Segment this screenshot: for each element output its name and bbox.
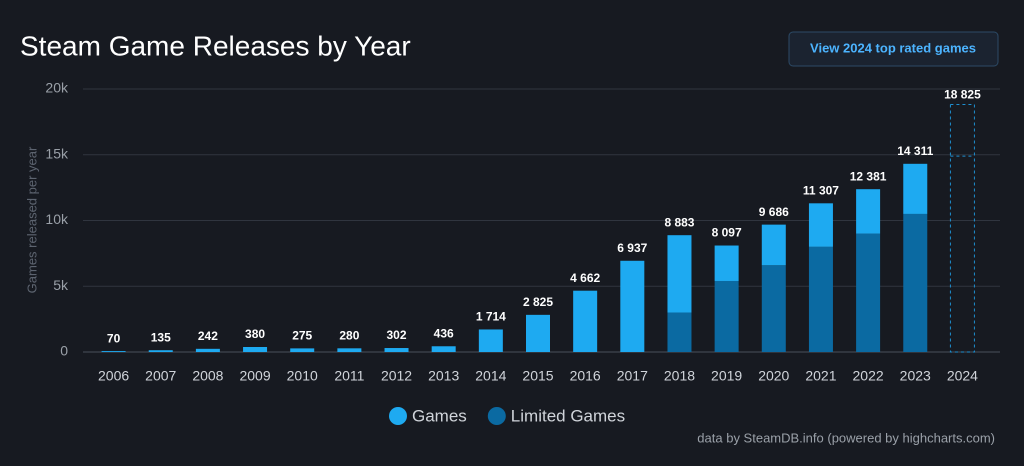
bar-segment: [431, 346, 456, 352]
x-tick-label: 2019: [711, 368, 742, 384]
total-label: 275: [292, 329, 312, 343]
total-label: 12 381: [850, 169, 887, 183]
bar-segment: [667, 312, 692, 352]
total-label: 8 097: [712, 226, 742, 240]
total-label: 242: [198, 329, 218, 343]
bar-segment: [620, 260, 645, 352]
credit: data by SteamDB.info (powered by highcha…: [697, 430, 995, 445]
total-label: 2 825: [523, 295, 553, 309]
bar-segment: [667, 235, 692, 313]
bar-segment: [101, 351, 126, 352]
bar-segment: [856, 233, 881, 352]
total-label: 380: [245, 327, 265, 341]
x-tick-label: 2012: [381, 368, 412, 384]
bar-segment: [856, 189, 881, 234]
bar-segment: [148, 350, 173, 352]
bar-segment: [526, 314, 550, 352]
total-label: 14 311: [897, 144, 933, 158]
bar-segment: [903, 163, 928, 214]
total-label: 1 714: [476, 310, 506, 324]
bar-segment: [761, 224, 786, 266]
total-label: 70: [107, 331, 121, 345]
x-tick-label: 2013: [428, 368, 459, 384]
x-tick-label: 2020: [758, 368, 789, 384]
bar-segment: [808, 246, 833, 352]
x-tick-label: 2017: [617, 368, 648, 384]
forecast-bar: [949, 103, 975, 353]
x-tick-label: 2009: [239, 368, 270, 384]
legend-swatch: [389, 407, 407, 425]
total-label: 280: [339, 328, 359, 342]
y-tick-label: 0: [60, 343, 68, 359]
chart-title: Steam Game Releases by Year: [20, 30, 411, 61]
button[interactable]: [788, 31, 999, 67]
total-label: 11 307: [803, 183, 839, 197]
x-tick-label: 2018: [664, 368, 695, 384]
bar-segment: [384, 348, 409, 352]
bar-segment: [714, 245, 739, 281]
x-tick-label: 2010: [287, 368, 318, 384]
bar-segment: [337, 348, 362, 352]
x-tick-label: 2008: [192, 368, 223, 384]
x-tick-label: 2016: [570, 368, 601, 384]
bar-segment: [714, 280, 739, 352]
x-tick-label: 2023: [900, 368, 931, 384]
bar-segment: [903, 213, 928, 352]
bar-segment: [761, 265, 786, 352]
total-label: 6 937: [617, 241, 647, 255]
x-tick-label: 2011: [334, 368, 364, 384]
x-tick-label: 2015: [522, 368, 553, 384]
forecast-label: 18 825: [944, 88, 981, 102]
y-axis-title: Games released per year: [24, 146, 39, 293]
bar-segment: [195, 348, 220, 352]
total-label: 9 686: [759, 205, 789, 219]
x-tick-label: 2014: [475, 368, 506, 384]
x-tick-label: 2007: [145, 368, 176, 384]
x-tick-label: 2022: [853, 368, 884, 384]
x-tick-label: 2006: [98, 368, 129, 384]
bar-segment: [573, 290, 598, 352]
legend-label: Games: [412, 406, 467, 425]
y-tick-label: 15k: [45, 145, 69, 161]
button-label[interactable]: View 2024 top rated games: [810, 40, 976, 55]
x-tick-label: 2024: [947, 368, 978, 384]
bar-segment: [808, 203, 833, 247]
total-label: 436: [434, 326, 454, 340]
y-tick-label: 10k: [45, 211, 69, 227]
total-label: 8 883: [664, 215, 694, 229]
y-tick-label: 20k: [45, 80, 69, 96]
bar-segment: [290, 348, 315, 352]
total-label: 302: [387, 328, 407, 342]
bar-segment: [243, 347, 268, 352]
legend-swatch: [487, 407, 506, 425]
bar-segment: [478, 329, 503, 352]
total-label: 4 662: [570, 271, 600, 285]
y-tick-label: 5k: [53, 277, 69, 293]
legend-label: Limited Games: [511, 406, 625, 425]
total-label: 135: [151, 330, 171, 344]
x-tick-label: 2021: [805, 368, 836, 384]
